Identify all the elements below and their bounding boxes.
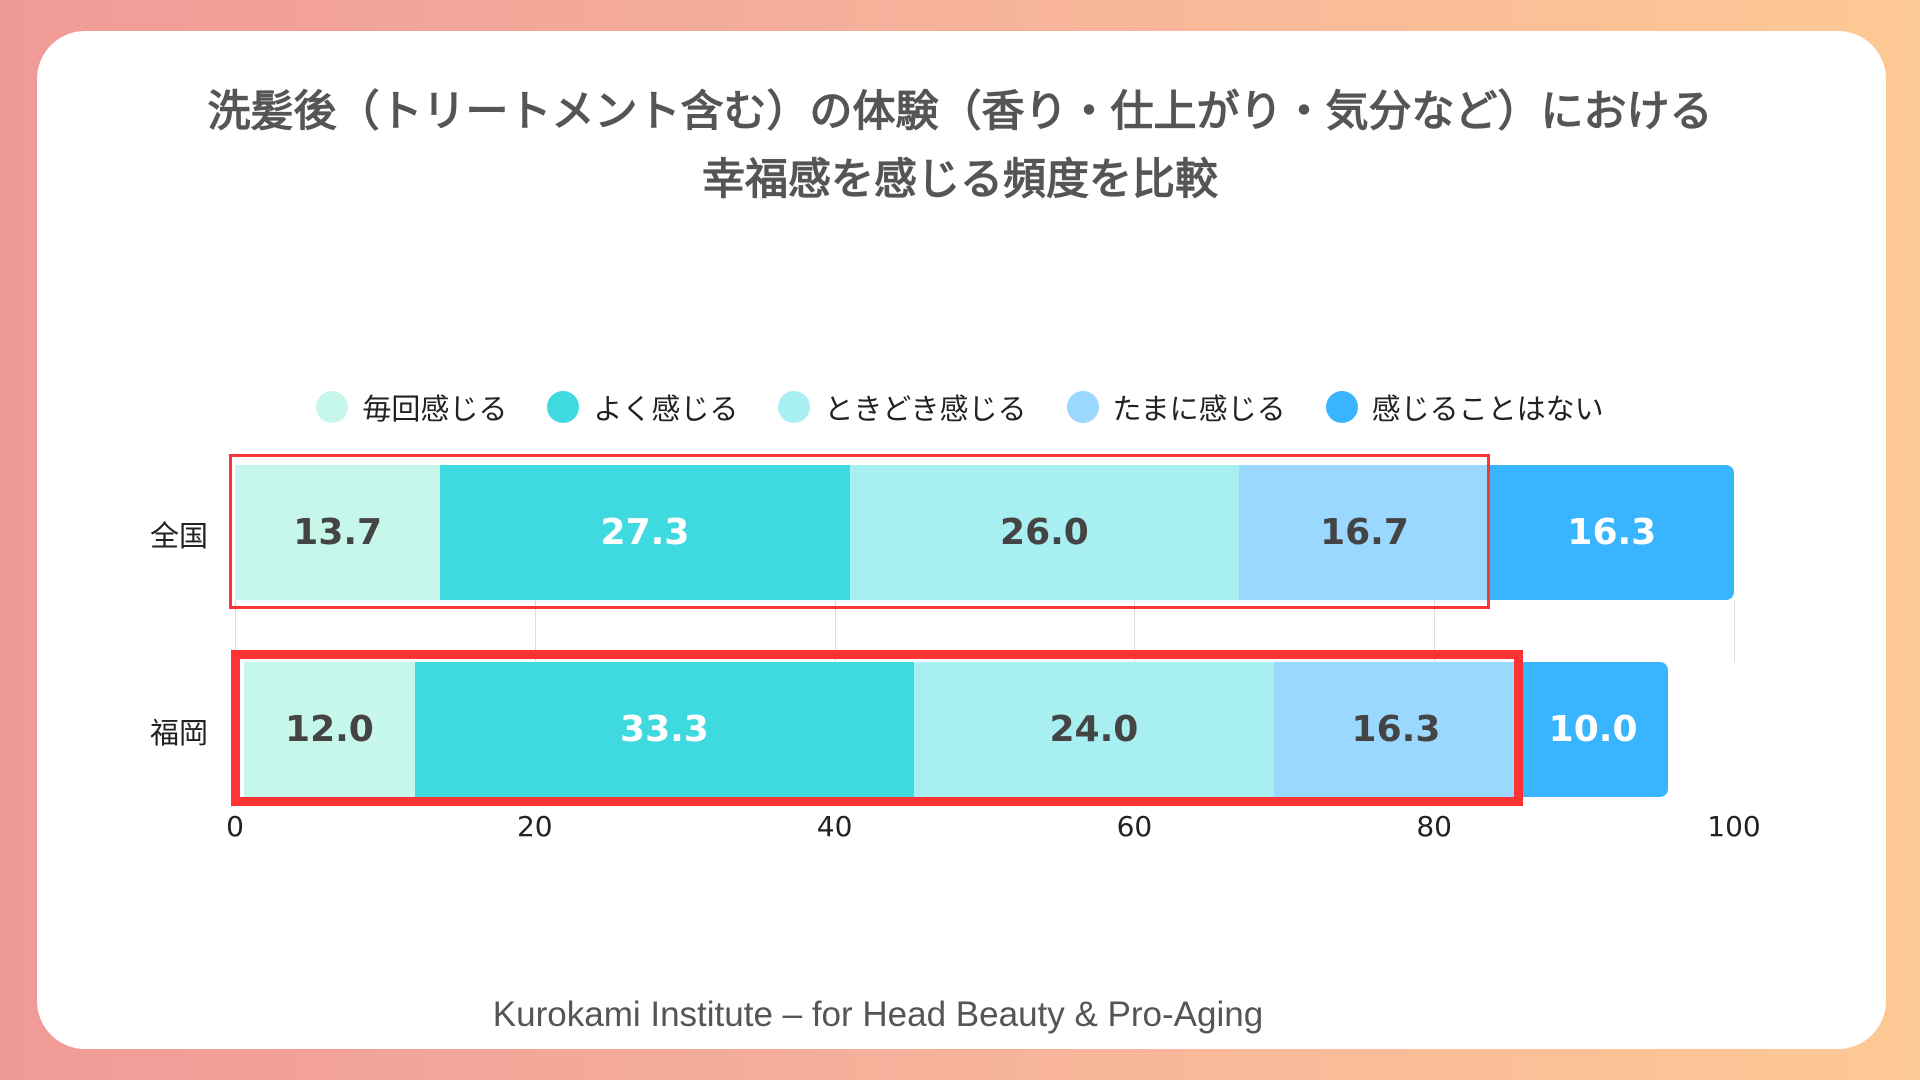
legend-label: ときどき感じる xyxy=(824,392,1027,426)
legend: 毎回感じる よく感じる ときどき感じる たまに感じる 感じることはない xyxy=(0,386,1920,428)
legend-item: 感じることはない xyxy=(1325,386,1604,428)
bar-segment: 16.3 xyxy=(1273,662,1519,797)
title-line-2: 幸福感を感じる頻度を比較 xyxy=(702,155,1218,205)
x-tick-label: 40 xyxy=(816,810,853,843)
data-label: 16.7 xyxy=(1320,512,1409,553)
bar-segment: 26.0 xyxy=(849,465,1240,600)
legend-item: よく感じる xyxy=(547,386,738,428)
x-tick-label: 20 xyxy=(516,810,553,843)
legend-swatch xyxy=(778,391,811,423)
gridline xyxy=(235,600,236,662)
legend-label: 感じることはない xyxy=(1371,392,1604,426)
bar-segment: 13.7 xyxy=(235,465,441,600)
bar-segment: 10.0 xyxy=(1518,662,1669,797)
x-tick-label: 60 xyxy=(1116,810,1153,843)
legend-swatch xyxy=(1066,391,1099,423)
data-label: 10.0 xyxy=(1548,709,1638,750)
gridline xyxy=(1434,600,1436,662)
category-label: 全国 xyxy=(150,518,209,553)
data-label: 26.0 xyxy=(1000,512,1089,553)
category-label: 福岡 xyxy=(150,715,209,750)
data-label: 16.3 xyxy=(1567,512,1657,553)
bar-segment: 24.0 xyxy=(914,662,1274,797)
x-tick-label: 0 xyxy=(226,810,244,843)
gridline xyxy=(834,600,836,662)
data-label: 27.3 xyxy=(600,512,690,553)
data-label: 24.0 xyxy=(1049,709,1139,750)
chart-title: 洗髪後（トリートメント含む）の体験（香り・仕上がり・気分など）における 幸福感を… xyxy=(0,78,1920,214)
gridline xyxy=(534,600,536,662)
data-label: 16.3 xyxy=(1351,709,1441,750)
data-label: 12.0 xyxy=(285,709,374,750)
title-line-1: 洗髪後（トリートメント含む）の体験（香り・仕上がり・気分など）における xyxy=(207,87,1713,137)
highlight-box-national xyxy=(229,454,1490,609)
legend-item: ときどき感じる xyxy=(778,386,1027,428)
footer-credit: Kurokami Institute – for Head Beauty & P… xyxy=(492,995,1264,1034)
data-label: 13.7 xyxy=(293,512,383,553)
gridline xyxy=(1134,600,1136,662)
highlight-box-fukuoka xyxy=(231,650,1523,806)
legend-item: たまに感じる xyxy=(1066,386,1286,428)
x-tick-label: 80 xyxy=(1416,810,1453,843)
bar-segment: 16.7 xyxy=(1239,465,1490,600)
bar-segment: 33.3 xyxy=(414,662,915,797)
legend-item: 毎回感じる xyxy=(316,386,507,428)
x-tick-label: 100 xyxy=(1707,810,1761,843)
legend-label: 毎回感じる xyxy=(362,392,508,426)
legend-swatch xyxy=(547,391,580,423)
legend-swatch xyxy=(1325,391,1358,423)
bar-segment: 27.3 xyxy=(440,465,850,600)
legend-label: たまに感じる xyxy=(1112,392,1286,426)
data-label: 33.3 xyxy=(620,709,709,750)
bar-segment: 12.0 xyxy=(244,662,415,797)
bar-segment: 16.3 xyxy=(1489,465,1734,600)
gridline xyxy=(1734,600,1735,662)
legend-swatch xyxy=(316,391,349,423)
legend-label: よく感じる xyxy=(593,392,739,426)
